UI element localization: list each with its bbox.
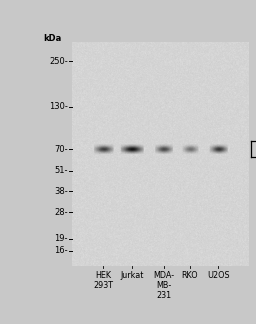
Text: 70-: 70- [54, 145, 68, 154]
Text: 250-: 250- [49, 57, 68, 66]
Text: 51-: 51- [54, 167, 68, 175]
Text: HEK
293T: HEK 293T [93, 271, 113, 290]
Text: 16-: 16- [54, 246, 68, 255]
Text: U2OS: U2OS [207, 271, 230, 280]
Text: MDA-
MB-
231: MDA- MB- 231 [153, 271, 174, 300]
Text: SMAR1: SMAR1 [255, 144, 256, 154]
Text: Jurkat: Jurkat [120, 271, 143, 280]
Text: 38-: 38- [54, 187, 68, 196]
Text: 130-: 130- [49, 102, 68, 111]
Text: 19-: 19- [54, 235, 68, 243]
Text: 28-: 28- [54, 208, 68, 217]
Text: kDa: kDa [43, 34, 61, 43]
Text: RKO: RKO [182, 271, 198, 280]
